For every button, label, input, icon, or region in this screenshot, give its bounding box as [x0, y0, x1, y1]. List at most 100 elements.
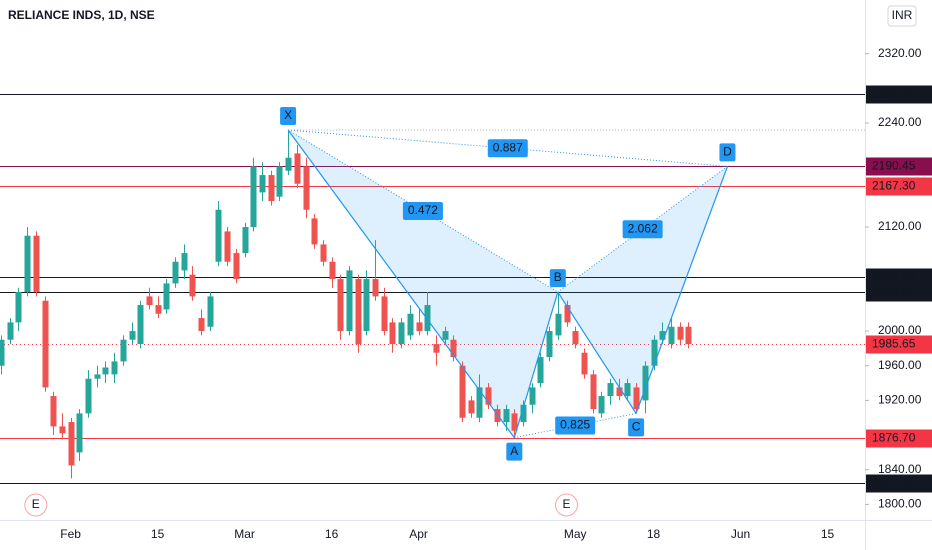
- ratio-box: [402, 202, 443, 221]
- chart-title: RELIANCE INDS, 1D, NSE: [8, 8, 155, 22]
- candle-body: [33, 235, 40, 293]
- candle-body: [207, 296, 214, 327]
- event-label[interactable]: E: [32, 497, 40, 511]
- pattern-point-box: [719, 143, 736, 162]
- candle-body: [42, 300, 49, 388]
- candle-body: [303, 166, 310, 210]
- pattern-point-box: [549, 269, 566, 288]
- y-tick-label: 2120.00: [878, 219, 922, 233]
- x-tick-label: Apr: [409, 527, 428, 541]
- pattern-fill: [288, 130, 558, 438]
- pattern-fill: [557, 166, 728, 414]
- candle-body: [268, 175, 275, 202]
- level-label-box: [866, 283, 932, 302]
- candle-body: [68, 422, 75, 466]
- candle-body: [7, 322, 14, 340]
- candle-body: [363, 279, 370, 332]
- level-label: 1876.70: [872, 431, 916, 445]
- candle-body: [50, 396, 57, 427]
- y-tick-label: 1840.00: [878, 462, 922, 476]
- ratio-box: [555, 416, 596, 435]
- candle-body: [555, 313, 562, 336]
- pattern-leg: [635, 166, 729, 414]
- candle-body: [476, 387, 483, 418]
- candle-body: [677, 326, 684, 340]
- candle-body: [624, 383, 631, 397]
- candle-body: [242, 227, 249, 254]
- candle-body: [389, 322, 396, 345]
- candle-body: [215, 209, 222, 262]
- candle-body: [503, 409, 510, 423]
- candle-body: [398, 322, 405, 345]
- ratio-box: [487, 139, 528, 158]
- event-label[interactable]: E: [562, 497, 570, 511]
- level-label-box: [866, 429, 932, 448]
- candle-body: [346, 270, 353, 332]
- pattern-point-box: [280, 107, 297, 125]
- level-label-box: [866, 85, 932, 104]
- candle-body: [355, 279, 362, 345]
- pattern-point-box: [506, 442, 523, 461]
- candle-body: [450, 339, 457, 358]
- candle-body: [24, 235, 31, 293]
- currency-label[interactable]: INR: [892, 8, 913, 22]
- level-label: 2190.45: [872, 159, 916, 173]
- y-tick-label: 2320.00: [878, 46, 922, 60]
- x-tick-label: 16: [325, 527, 339, 541]
- candle-body: [224, 231, 231, 262]
- candle-body: [598, 396, 605, 414]
- candle-body: [642, 365, 649, 401]
- currency-button[interactable]: [887, 5, 917, 27]
- y-tick-label: 1960.00: [878, 358, 922, 372]
- candle-body: [651, 339, 658, 366]
- x-tick-label: Feb: [60, 527, 81, 541]
- x-tick-label: Jun: [731, 527, 750, 541]
- candle-body: [146, 296, 153, 306]
- plot-area: [0, 94, 865, 484]
- candle-body: [468, 400, 475, 414]
- candle-body: [198, 318, 205, 332]
- level-label: 2167.30: [872, 179, 916, 193]
- candle-body: [259, 175, 266, 193]
- candle-body: [529, 387, 536, 405]
- candle-body: [607, 383, 614, 397]
- candle-body: [233, 253, 240, 280]
- ratio-label: 0.472: [408, 203, 438, 217]
- candle-body: [616, 387, 623, 397]
- pattern-leg: [513, 291, 559, 438]
- candle-body: [320, 244, 327, 262]
- level-label-box: [866, 157, 932, 176]
- candle-body: [485, 387, 492, 405]
- pattern-point-label: X: [284, 108, 292, 122]
- level-label: 2061.85: [872, 270, 916, 284]
- candle-body: [76, 413, 83, 453]
- candle-body: [372, 279, 379, 297]
- level-label-box: [866, 335, 932, 354]
- candle-body: [189, 274, 196, 297]
- event-marker[interactable]: [555, 493, 578, 517]
- candle-body: [572, 331, 579, 345]
- candle-body: [137, 305, 144, 345]
- candle-body: [329, 261, 336, 280]
- pattern-point-label: B: [554, 270, 562, 284]
- event-marker[interactable]: [24, 493, 48, 517]
- candle-body: [129, 331, 136, 340]
- pattern-point-label: D: [723, 145, 732, 159]
- candle-body: [537, 357, 544, 384]
- pattern-point-box: [628, 418, 645, 437]
- candle-body: [511, 413, 518, 431]
- y-tick-label: 1800.00: [878, 497, 922, 511]
- candle-body: [85, 378, 92, 414]
- candle-body: [381, 296, 388, 332]
- candle-body: [59, 426, 66, 434]
- level-label-box: [866, 268, 932, 287]
- pattern-leg: [287, 129, 515, 439]
- x-tick-label: 15: [821, 527, 835, 541]
- candle-body: [163, 283, 170, 310]
- candle-body: [294, 153, 301, 184]
- candle-body: [581, 352, 588, 375]
- candle-body: [442, 331, 449, 340]
- candle-body: [311, 218, 318, 245]
- level-label: 1824.95: [872, 476, 916, 490]
